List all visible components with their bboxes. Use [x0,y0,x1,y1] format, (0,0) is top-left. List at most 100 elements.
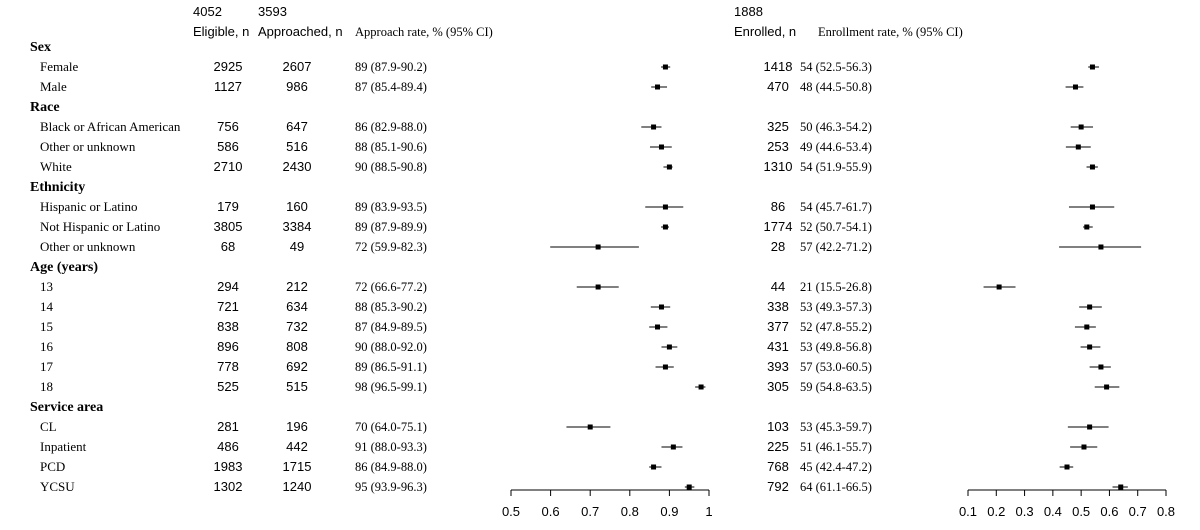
row-label: 15 [40,319,53,334]
enrollment-rate-value: 53 (49.3-57.3) [800,300,872,314]
point-estimate [651,464,657,470]
enrolled-count: 103 [767,419,789,434]
enrolled-header: Enrolled, n [734,24,796,39]
enrollment-rate-value: 51 (46.1-55.7) [800,440,872,454]
row-label: Not Hispanic or Latino [40,219,160,234]
enrolled-count: 44 [771,279,785,294]
table-row: 16 896 808 90 (88.0-92.0) 431 53 (49.8-56.8) [40,339,872,354]
approach-rate-value: 72 (59.9-82.3) [355,240,427,254]
row-label: 14 [40,299,54,314]
enrollment-rate-value: 50 (46.3-54.2) [800,120,872,134]
point-estimate [651,124,657,130]
point-estimate [587,424,593,430]
row-label: 17 [40,359,54,374]
eligible-header: Eligible, n [193,24,249,39]
x-tick-label: 0.5 [502,504,520,519]
point-estimate [1118,484,1124,490]
approached-count: 160 [286,199,308,214]
approached-header: Approached, n [258,24,343,39]
point-estimate [595,244,601,250]
eligible-count: 1983 [214,459,243,474]
point-estimate [686,484,692,490]
table-row: Other or unknown 586 516 88 (85.1-90.6) 253 4… [40,139,872,154]
approach-rate-value: 89 (83.9-93.5) [355,200,427,214]
point-estimate [662,364,668,370]
point-estimate [1089,204,1095,210]
table-row: YCSU 1302 1240 95 (93.9-96.3) 792 64 (61.1-66… [40,479,872,494]
point-estimate [1084,224,1090,230]
x-tick-label: 0.9 [660,504,678,519]
x-tick-label: 0.5 [1072,504,1090,519]
point-estimate [662,204,668,210]
approached-total: 3593 [258,4,287,19]
enrolled-count: 431 [767,339,789,354]
eligible-count: 2925 [214,59,243,74]
approached-count: 732 [286,319,308,334]
approached-count: 196 [286,419,308,434]
point-estimate [662,64,668,70]
table-row: PCD 1983 1715 86 (84.9-88.0) 768 45 (42.4-47.… [40,459,872,474]
group-heading-race: Race [30,100,60,115]
group-heading-sex: Sex [30,40,51,55]
row-label: 16 [40,339,54,354]
eligible-count: 896 [217,339,239,354]
approached-count: 808 [286,339,308,354]
row-label: CL [40,419,57,434]
row-label: YCSU [40,479,75,494]
forest-table: Sex Female 2925 2607 89 (87.9-90.2) 1418 54 (5… [30,40,872,494]
x-tick-label: 0.2 [987,504,1005,519]
table-row: Female 2925 2607 89 (87.9-90.2) 1418 54 (52.5… [40,59,872,74]
group-heading-ethnicity: Ethnicity [30,180,85,195]
point-estimate [1075,144,1081,150]
eligible-count: 525 [217,379,239,394]
eligible-total: 4052 [193,4,222,19]
eligible-count: 294 [217,279,239,294]
enrolled-count: 86 [771,199,785,214]
x-tick-label: 0.7 [581,504,599,519]
enrolled-count: 393 [767,359,789,374]
approached-count: 3384 [283,219,312,234]
row-label: 18 [40,379,53,394]
eligible-count: 838 [217,319,239,334]
point-estimate [1081,444,1087,450]
point-estimate [1087,304,1093,310]
approach-rate-value: 70 (64.0-75.1) [355,420,427,434]
approached-count: 692 [286,359,308,374]
table-row: Hispanic or Latino 179 160 89 (83.9-93.5) 86… [40,199,872,214]
enrolled-count: 305 [767,379,789,394]
approach-rate-header: Approach rate, % (95% CI) [355,25,493,39]
approached-count: 1240 [283,479,312,494]
approach-rate-value: 88 (85.3-90.2) [355,300,427,314]
approached-count: 1715 [283,459,312,474]
approach-rate-value: 87 (84.9-89.5) [355,320,427,334]
point-estimate [1089,64,1095,70]
row-label: Other or unknown [40,139,136,154]
enrolled-count: 1774 [764,219,793,234]
enrollment-rate-forest-plot: 0.1 0.2 0.3 0.4 0.5 0.6 0.7 0.8 [959,64,1175,519]
enrollment-rate-value: 45 (42.4-47.2) [800,460,872,474]
enrollment-rate-value: 52 (47.8-55.2) [800,320,872,334]
row-label: Inpatient [40,439,87,454]
approach-rate-value: 91 (88.0-93.3) [355,440,427,454]
x-tick-label: 0.3 [1016,504,1034,519]
x-tick-label: 0.6 [1100,504,1118,519]
enrollment-rate-value: 48 (44.5-50.8) [800,80,872,94]
eligible-count: 2710 [214,159,243,174]
enrolled-count: 325 [767,119,789,134]
table-row: White 2710 2430 90 (88.5-90.8) 1310 54 (51.9-… [40,159,872,174]
approached-count: 2430 [283,159,312,174]
row-label: White [40,159,72,174]
enrolled-count: 253 [767,139,789,154]
enrollment-rate-value: 54 (52.5-56.3) [800,60,872,74]
enrollment-rate-value: 64 (61.1-66.5) [800,480,872,494]
enrolled-count: 377 [767,319,789,334]
enrolled-count: 338 [767,299,789,314]
row-label: Other or unknown [40,239,136,254]
point-estimate [658,304,664,310]
approach-rate-value: 88 (85.1-90.6) [355,140,427,154]
point-estimate [658,144,664,150]
point-estimate [666,164,672,170]
row-label: 13 [40,279,53,294]
point-estimate [1087,424,1093,430]
